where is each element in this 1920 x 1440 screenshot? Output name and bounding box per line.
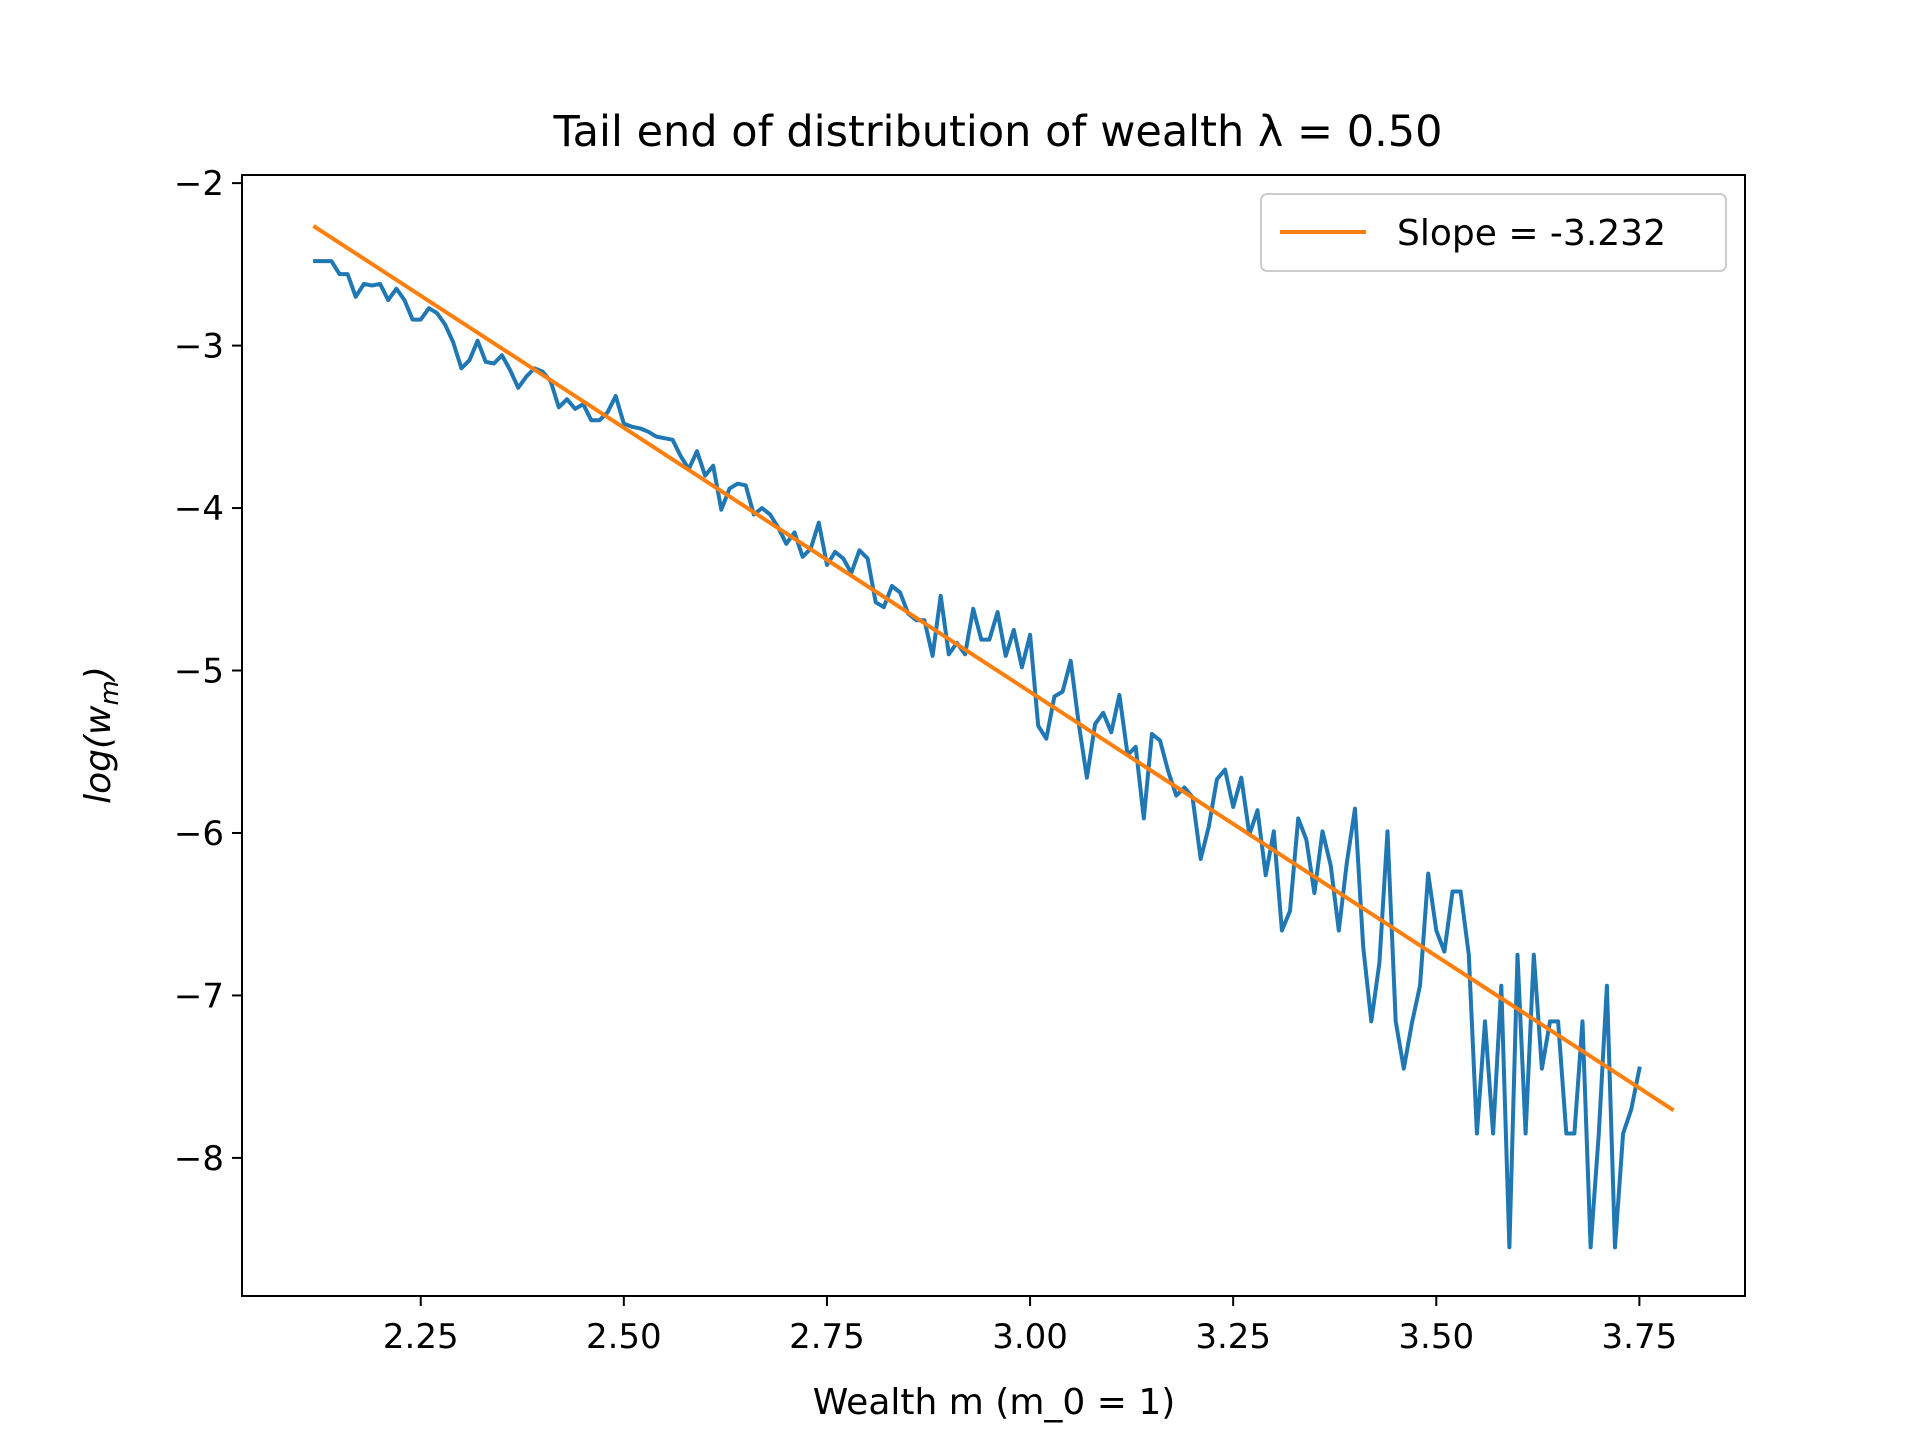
y-axis-label-subscript: m [95, 680, 125, 705]
x-axis: 2.25 2.50 2.75 3.00 3.25 3.50 3.75 [383, 1296, 1677, 1357]
x-tick-label: 3.75 [1602, 1317, 1678, 1357]
series-layer [312, 224, 1675, 1250]
series-line-fit [312, 224, 1675, 1112]
y-tick-label: −6 [174, 814, 224, 854]
legend-box [1260, 193, 1727, 272]
y-tick-label: −5 [174, 652, 224, 692]
x-axis-label: Wealth m (m_0 = 1) [813, 1382, 1176, 1423]
y-axis-label: log(wm) [78, 666, 125, 804]
x-tick-label: 2.50 [586, 1317, 662, 1357]
y-tick-label: −2 [174, 164, 224, 204]
x-tick-label: 2.25 [383, 1317, 459, 1357]
chart-title: Tail end of distribution of wealth λ = 0… [553, 107, 1443, 157]
legend: Slope = -3.232 [1260, 193, 1727, 272]
y-axis: −2 −3 −4 −5 −6 −7 −8 [174, 164, 242, 1179]
plot-area [241, 174, 1746, 1297]
y-axis-label-base: log(w [78, 705, 119, 804]
y-tick-label: −4 [174, 489, 224, 529]
x-tick-label: 2.75 [789, 1317, 865, 1357]
y-tick-label: −7 [174, 976, 224, 1016]
y-axis-label-close: ) [78, 666, 119, 683]
x-tick-label: 3.00 [992, 1317, 1068, 1357]
y-tick-label: −8 [174, 1139, 224, 1179]
x-tick-label: 3.25 [1195, 1317, 1271, 1357]
legend-label-fit: Slope = -3.232 [1397, 213, 1666, 254]
x-tick-label: 3.50 [1398, 1317, 1474, 1357]
y-tick-label: −3 [174, 327, 224, 367]
